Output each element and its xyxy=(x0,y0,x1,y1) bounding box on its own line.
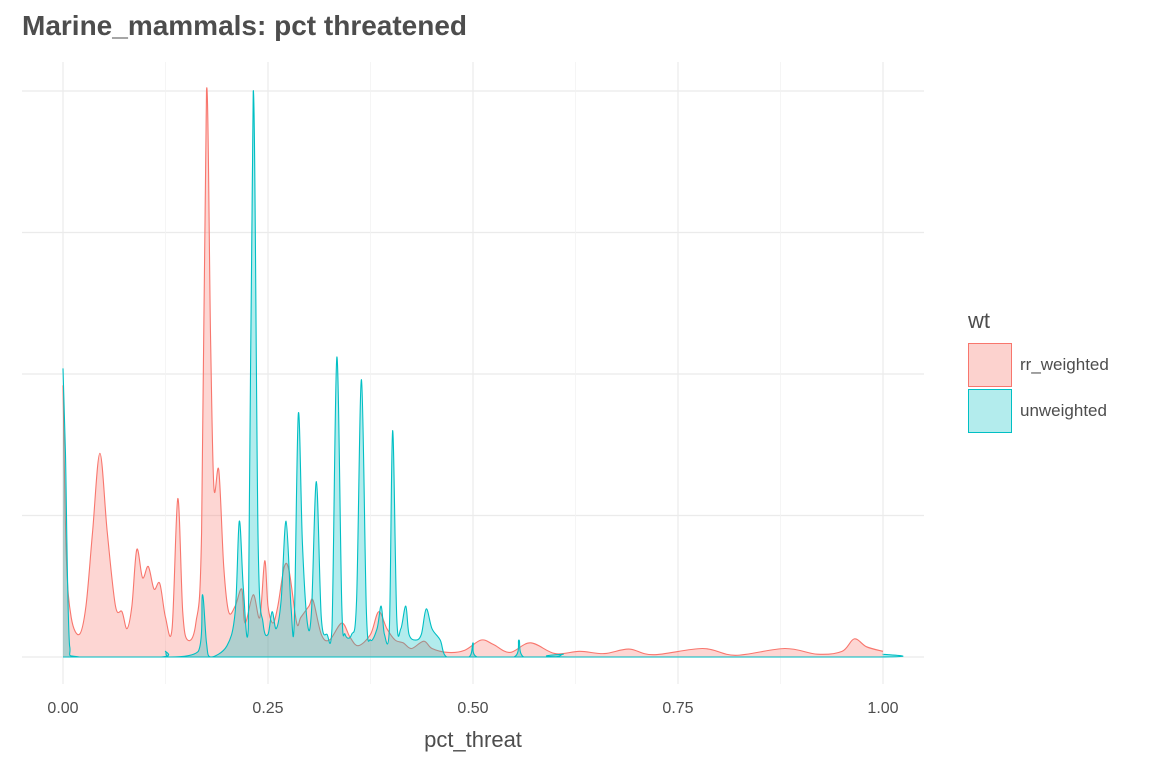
x-tick-label: 0.25 xyxy=(252,700,283,717)
legend-label: rr_weighted xyxy=(1020,355,1109,374)
legend: wt rr_weighted unweighted xyxy=(968,308,1109,434)
x-tick-label: 0.50 xyxy=(457,700,488,717)
grid-lines xyxy=(22,62,924,684)
x-axis-title: pct_threat xyxy=(424,727,522,752)
legend-item-unweighted: unweighted xyxy=(968,388,1109,434)
x-tick-label: 1.00 xyxy=(867,700,898,717)
density-line-unweighted xyxy=(62,90,904,658)
legend-key-rr-weighted xyxy=(968,343,1012,387)
density-area-rr-weighted xyxy=(63,87,883,657)
chart-title: Marine_mammals: pct threatened xyxy=(22,10,468,41)
legend-title: wt xyxy=(968,308,990,333)
x-axis-ticks: 0.00 0.25 0.50 0.75 1.00 xyxy=(47,700,898,717)
legend-item-rr-weighted: rr_weighted xyxy=(968,342,1109,388)
x-tick-label: 0.00 xyxy=(47,700,78,717)
density-line-rr-weighted xyxy=(62,87,884,656)
x-tick-label: 0.75 xyxy=(662,700,693,717)
legend-label: unweighted xyxy=(1020,401,1107,420)
series-layer xyxy=(62,87,904,658)
legend-key-unweighted xyxy=(968,389,1012,433)
